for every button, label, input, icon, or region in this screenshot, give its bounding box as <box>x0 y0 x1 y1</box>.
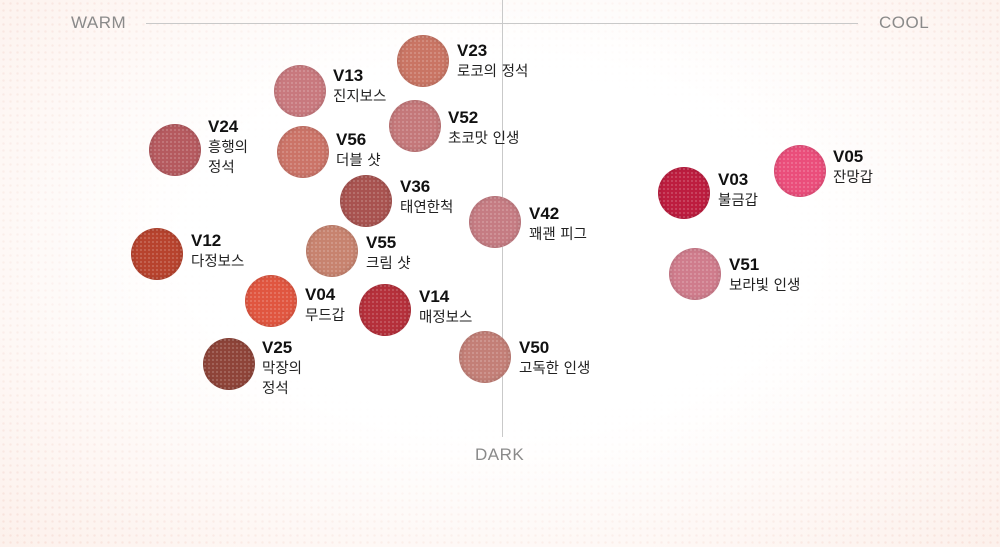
shade-code: V12 <box>191 231 222 250</box>
shade-code: V03 <box>718 170 749 189</box>
swatch-v56[interactable] <box>277 126 329 178</box>
swatch-color-v14 <box>359 284 411 336</box>
swatch-v13[interactable] <box>274 65 326 117</box>
shade-code: V55 <box>366 233 397 252</box>
swatch-color-v42 <box>469 196 521 248</box>
shade-name: 매정보스 <box>419 310 473 326</box>
shade-label-v25: V25 막장의 정석 <box>262 337 302 399</box>
swatch-v42[interactable] <box>469 196 521 248</box>
shade-label-v42: V42 꽤괜 피그 <box>529 203 587 245</box>
swatch-color-v52 <box>389 100 441 152</box>
shade-label-v14: V14 매정보스 <box>419 286 472 328</box>
shade-name: 흥행의 정석 <box>208 140 249 176</box>
shade-code: V36 <box>400 177 431 196</box>
shade-name: 불금갑 <box>718 193 759 209</box>
shade-name: 꽤괜 피그 <box>529 227 587 243</box>
swatch-color-v56 <box>277 126 329 178</box>
shade-label-v24: V24 흥행의 정석 <box>208 116 248 178</box>
swatch-color-v50 <box>459 331 511 383</box>
swatch-color-v04 <box>245 275 297 327</box>
shade-name: 초코맛 인생 <box>448 131 520 147</box>
shade-name: 막장의 정석 <box>262 361 303 397</box>
dark-axis-label: DARK <box>475 445 525 464</box>
shade-code: V24 <box>208 117 239 136</box>
shade-label-v36: V36 태연한척 <box>400 176 453 218</box>
swatch-v25[interactable] <box>203 338 255 390</box>
shade-code: V23 <box>457 41 488 60</box>
shade-code: V04 <box>305 285 336 304</box>
cool-axis-label: COOL <box>879 13 930 32</box>
shade-label-v50: V50 고독한 인생 <box>519 337 590 379</box>
shade-label-v51: V51 보라빛 인생 <box>729 254 800 296</box>
swatch-v52[interactable] <box>389 100 441 152</box>
shade-label-v04: V04 무드갑 <box>305 284 345 326</box>
swatch-v03[interactable] <box>658 167 710 219</box>
swatch-v50[interactable] <box>459 331 511 383</box>
shade-label-v12: V12 다정보스 <box>191 230 244 272</box>
shade-code: V56 <box>336 130 367 149</box>
shade-code: V05 <box>833 147 864 166</box>
shade-label-v55: V55 크림 샷 <box>366 232 411 274</box>
shade-name: 잔망갑 <box>833 170 874 186</box>
shade-code: V42 <box>529 204 560 223</box>
shade-label-v03: V03 불금갑 <box>718 169 758 211</box>
swatch-v51[interactable] <box>669 248 721 300</box>
shade-name: 로코의 정석 <box>457 64 529 80</box>
swatch-color-v36 <box>340 175 392 227</box>
swatch-color-v24 <box>149 124 201 176</box>
swatch-v14[interactable] <box>359 284 411 336</box>
shade-name: 크림 샷 <box>366 256 411 272</box>
shade-name: 다정보스 <box>191 254 245 270</box>
swatch-color-v51 <box>669 248 721 300</box>
swatch-v04[interactable] <box>245 275 297 327</box>
swatch-color-v25 <box>203 338 255 390</box>
swatch-v12[interactable] <box>131 228 183 280</box>
swatch-v23[interactable] <box>397 35 449 87</box>
shade-name: 고독한 인생 <box>519 361 591 377</box>
swatch-color-v05 <box>774 145 826 197</box>
shade-label-v52: V52 초코맛 인생 <box>448 107 519 149</box>
shade-name: 태연한척 <box>400 200 454 216</box>
shade-code: V25 <box>262 338 293 357</box>
swatch-v24[interactable] <box>149 124 201 176</box>
warm-axis-label: WARM <box>71 13 127 32</box>
shade-code: V14 <box>419 287 450 306</box>
swatch-color-v23 <box>397 35 449 87</box>
shade-code: V52 <box>448 108 479 127</box>
shade-code: V51 <box>729 255 760 274</box>
shade-code: V50 <box>519 338 550 357</box>
shade-code: V13 <box>333 66 364 85</box>
shade-name: 진지보스 <box>333 89 387 105</box>
swatch-color-v55 <box>306 225 358 277</box>
shade-label-v56: V56 더블 샷 <box>336 129 381 171</box>
swatch-color-v03 <box>658 167 710 219</box>
swatch-v55[interactable] <box>306 225 358 277</box>
swatch-v36[interactable] <box>340 175 392 227</box>
shade-name: 더블 샷 <box>336 153 381 169</box>
swatch-color-v13 <box>274 65 326 117</box>
shade-name: 무드갑 <box>305 308 346 324</box>
shade-label-v05: V05 잔망갑 <box>833 146 873 188</box>
shade-name: 보라빛 인생 <box>729 278 801 294</box>
swatch-v05[interactable] <box>774 145 826 197</box>
shade-label-v23: V23 로코의 정석 <box>457 40 528 82</box>
shade-label-v13: V13 진지보스 <box>333 65 386 107</box>
swatch-color-v12 <box>131 228 183 280</box>
